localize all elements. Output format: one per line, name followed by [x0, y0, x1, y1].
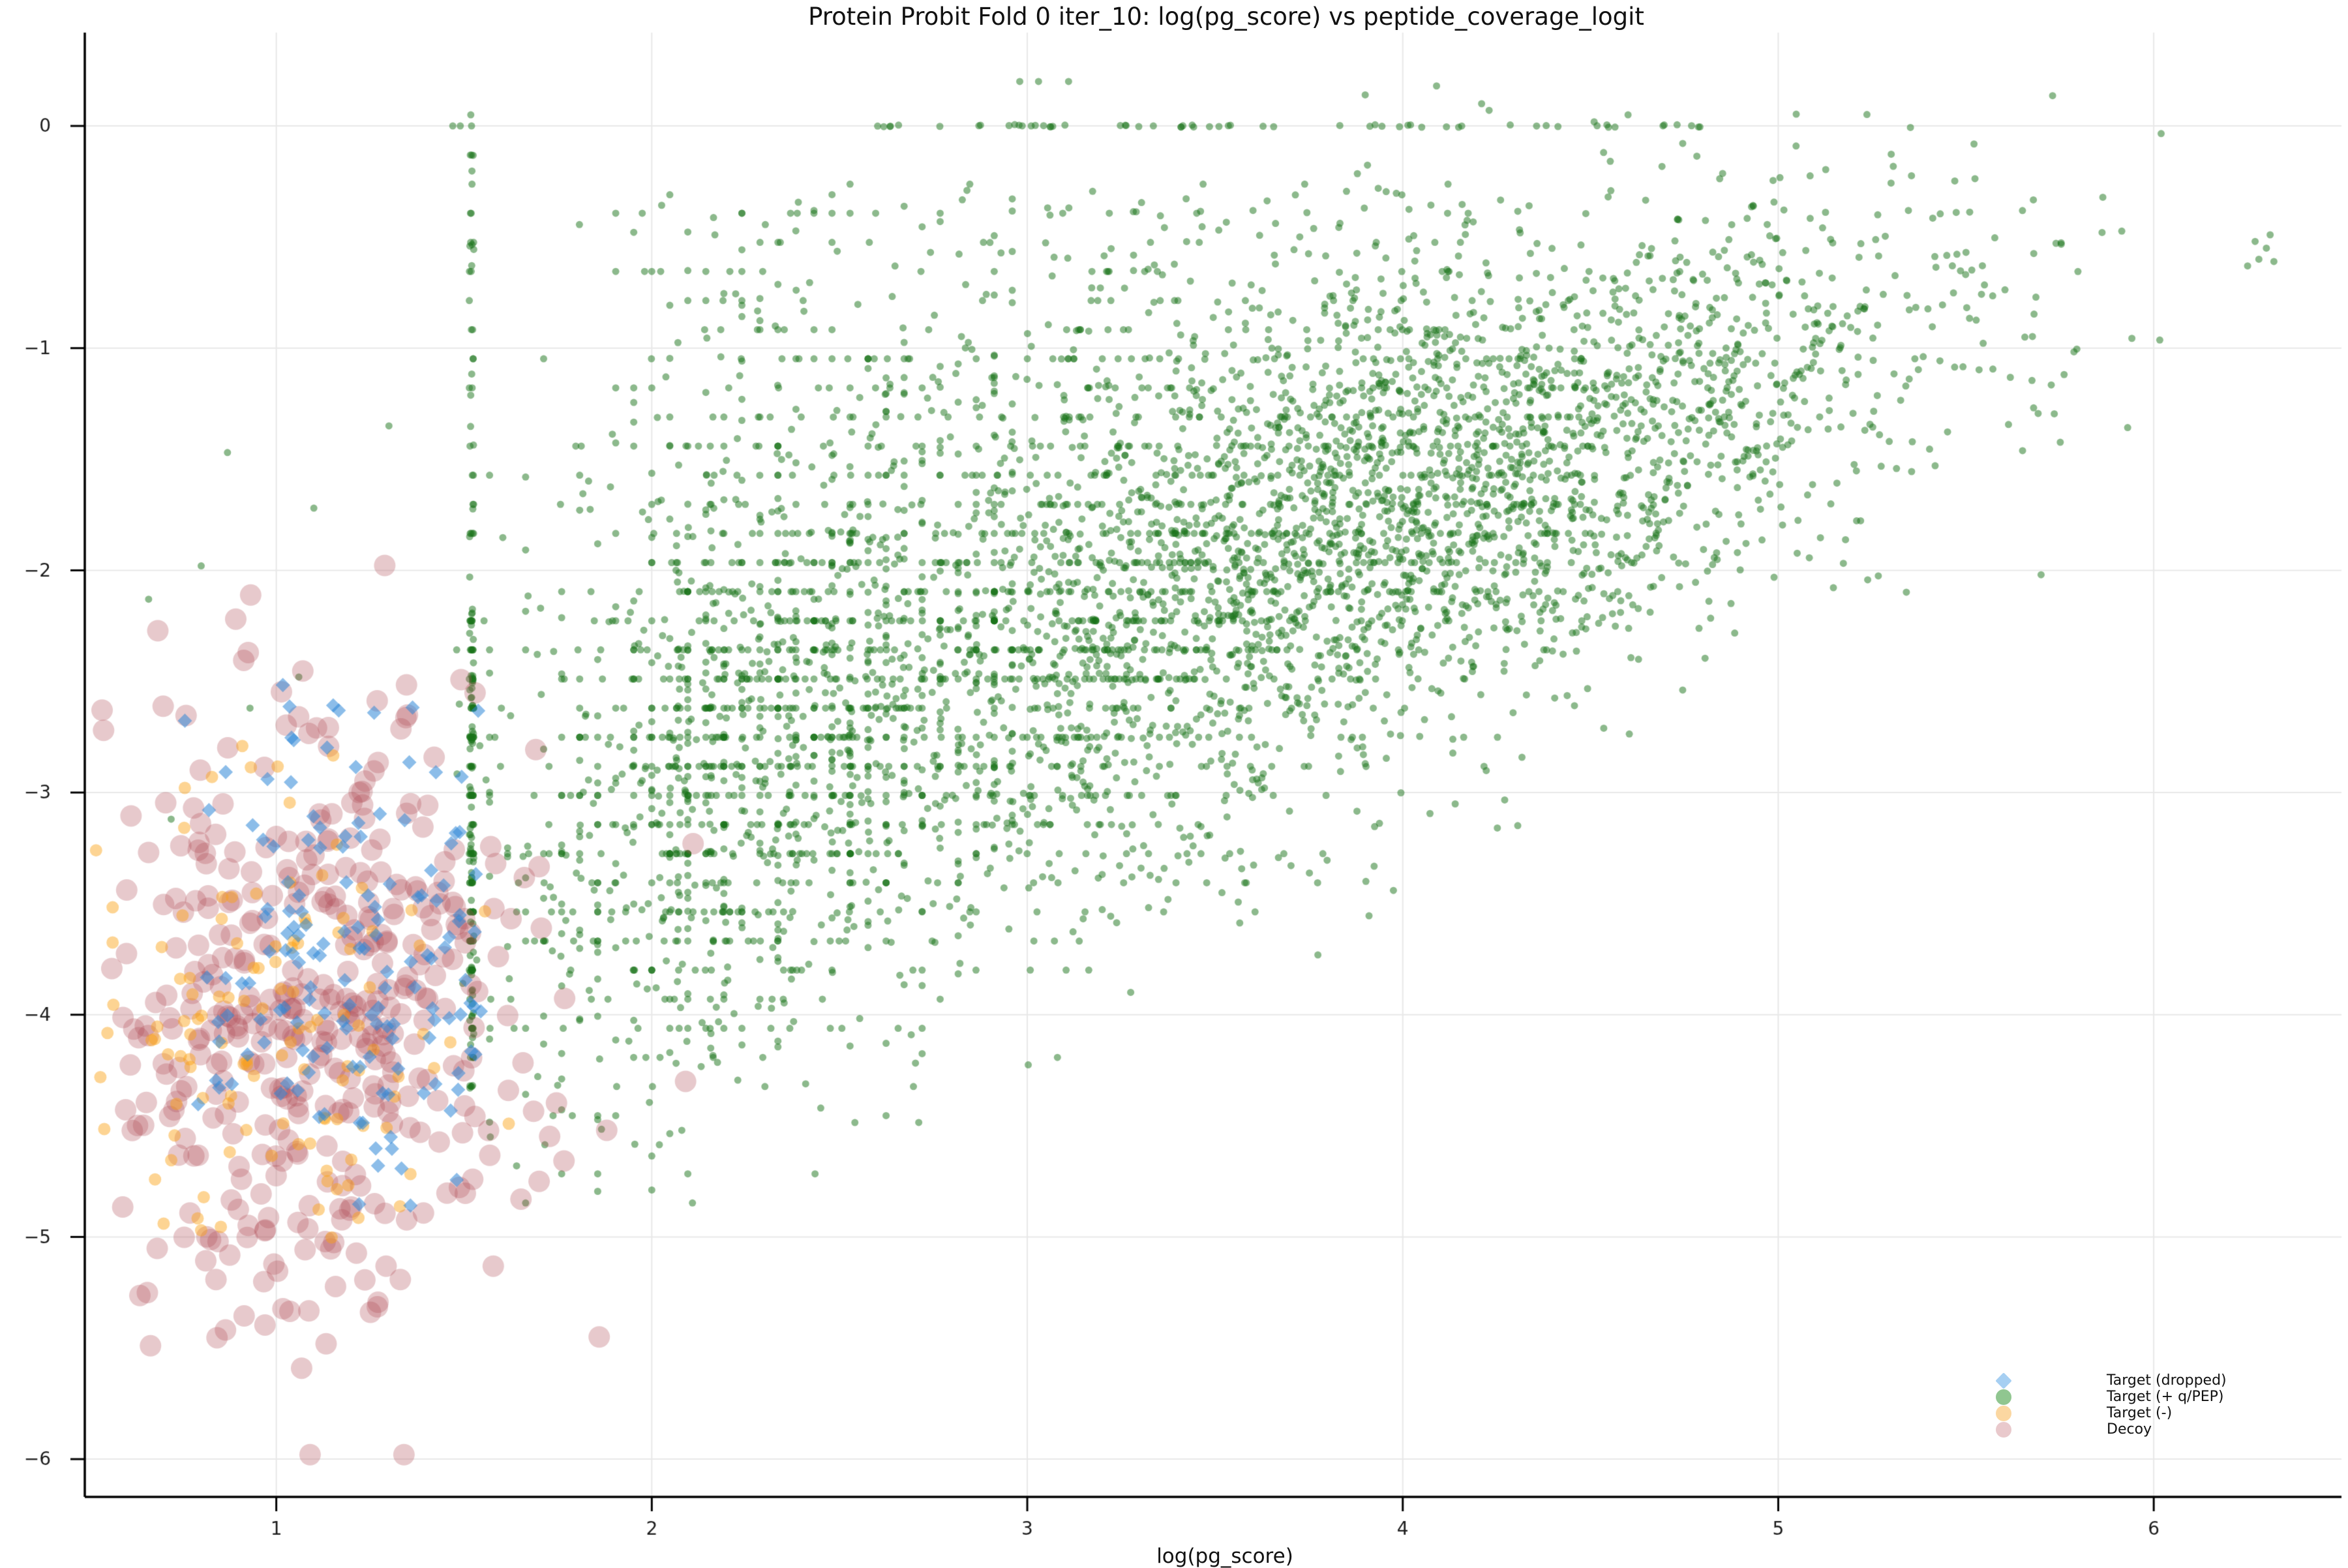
circle-marker-icon	[1994, 1421, 2013, 1438]
legend-item-target-dropped: Target (dropped)	[1994, 1372, 2227, 1389]
chart-title: Protein Probit Fold 0 iter_10: log(pg_sc…	[808, 3, 1644, 31]
legend-label: Target (+ q/PEP)	[2107, 1389, 2224, 1405]
legend-label: Target (-)	[2107, 1405, 2173, 1421]
circle-marker-icon	[1994, 1389, 2013, 1405]
x-axis-label: log(pg_score)	[1156, 1545, 1293, 1568]
diamond-marker-icon	[1994, 1372, 2013, 1389]
circle-marker-icon	[1994, 1405, 2013, 1421]
legend-item-decoy: Decoy	[1994, 1421, 2227, 1438]
legend-item-target-qpep: Target (+ q/PEP)	[1994, 1389, 2227, 1405]
legend: Target (dropped) Target (+ q/PEP) Target…	[1994, 1372, 2227, 1438]
legend-label: Target (dropped)	[2107, 1372, 2227, 1389]
legend-label: Decoy	[2107, 1421, 2152, 1438]
legend-item-target-neg: Target (-)	[1994, 1405, 2227, 1421]
